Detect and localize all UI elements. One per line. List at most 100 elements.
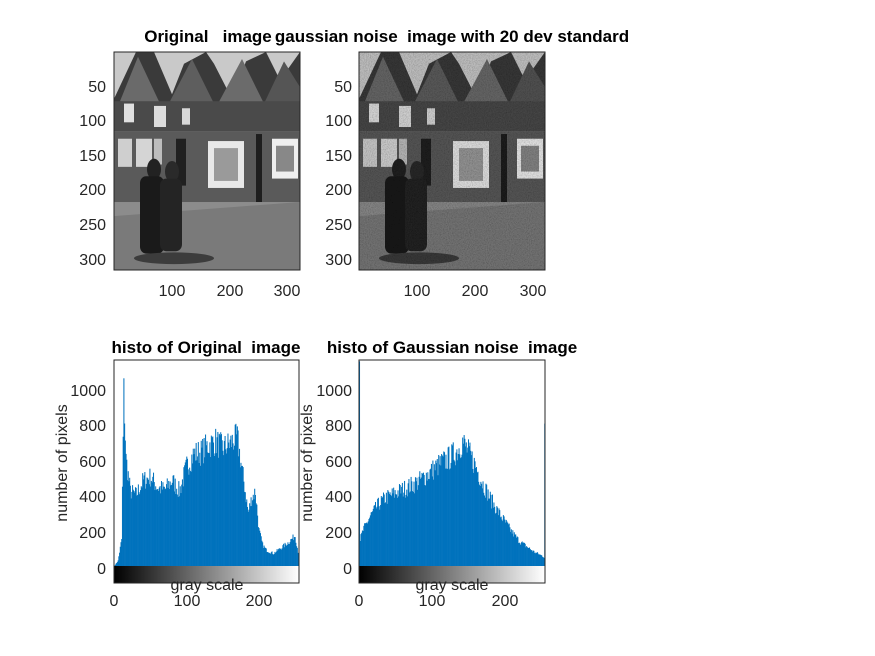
histogram-bar (276, 549, 278, 566)
histogram-bar (364, 523, 366, 566)
histogram-bar (515, 534, 517, 566)
histogram-bar (434, 470, 436, 566)
histogram-bar (114, 565, 116, 566)
histogram-bar (398, 496, 400, 566)
histogram-bar (199, 452, 201, 566)
histogram-bar (280, 548, 282, 566)
histogram-bar (191, 454, 193, 566)
histogram-bar (119, 552, 121, 566)
histogram-bar (127, 480, 129, 566)
histogram-bar (360, 534, 362, 566)
histogram-bar (372, 508, 374, 566)
histogram-bar (509, 527, 511, 566)
ytick-label: 50 (88, 79, 106, 96)
histogram-bar (159, 486, 161, 566)
ytick-label: 150 (325, 148, 352, 165)
histogram-bar (184, 465, 186, 566)
histogram-bar (468, 446, 470, 566)
subplot-histo-noise: histo of Gaussian noise image number of … (299, 338, 577, 610)
histogram-bar (487, 489, 489, 566)
histogram-bar (215, 428, 217, 566)
histogram-bar (163, 486, 165, 566)
histogram-bar (437, 475, 439, 566)
histogram-bar (389, 492, 391, 566)
histogram-bar (215, 453, 217, 566)
histogram-bar (292, 534, 294, 566)
histogram-bar (542, 557, 544, 566)
histogram-bar (386, 503, 388, 566)
histogram-bar (266, 552, 268, 566)
histogram-bar (426, 480, 428, 566)
histogram-bar (155, 486, 157, 566)
histogram-bar (382, 496, 384, 566)
histogram-bar (420, 478, 422, 566)
histogram-bar (474, 461, 476, 566)
histogram-bar (192, 463, 194, 566)
histogram-bar (378, 506, 380, 566)
histogram-bar (381, 497, 383, 566)
histogram-bar (387, 490, 389, 566)
histogram-bar (512, 530, 514, 566)
histogram-bar (168, 480, 170, 566)
histogram-bar (190, 471, 192, 566)
histogram-bar (515, 537, 517, 566)
histogram-bar (227, 433, 229, 566)
histogram-bar (142, 479, 144, 566)
histogram-bar (536, 553, 538, 566)
histogram-bar (155, 489, 157, 566)
histogram-bar (504, 519, 506, 566)
histogram-bar (371, 511, 373, 566)
original-image-yticks: 50 100 150 200 250 300 (79, 79, 106, 269)
histogram-bar (505, 522, 507, 566)
histogram-bar (148, 484, 150, 566)
histogram-bar (185, 459, 187, 566)
histogram-bar (228, 448, 230, 566)
histogram-bar (542, 557, 544, 566)
histogram-bar (220, 434, 222, 566)
histogram-bar (535, 552, 537, 566)
histogram-bar (279, 549, 281, 566)
histogram-bar (510, 529, 512, 566)
histogram-bar (391, 488, 393, 566)
histogram-bar (419, 471, 421, 566)
histogram-bar (445, 454, 447, 566)
histogram-bar (254, 494, 256, 566)
histogram-bar (189, 467, 191, 566)
histogram-bar (431, 476, 433, 566)
histogram-bar (158, 491, 160, 566)
histogram-bar (296, 546, 298, 566)
histogram-bar (425, 472, 427, 566)
histogram-bar (519, 543, 521, 566)
histo-noise-title: histo of Gaussian noise image (327, 338, 577, 357)
histogram-bar (396, 497, 398, 566)
histogram-bar (384, 503, 386, 566)
histogram-bar (511, 533, 513, 566)
histogram-bar (273, 553, 275, 566)
histogram-bar (517, 537, 519, 566)
histogram-bar (433, 479, 435, 566)
histogram-bar (117, 560, 119, 566)
ytick-label: 1000 (316, 383, 352, 400)
histo-original-yticks: 0 200 400 600 800 1000 (70, 383, 106, 578)
ytick-label: 600 (325, 454, 352, 471)
histogram-bar (283, 543, 285, 566)
histogram-bar (173, 475, 175, 566)
histogram-bar (443, 451, 445, 566)
histo-noise-yticks: 0 200 400 600 800 1000 (316, 383, 352, 578)
histogram-bar (172, 475, 174, 566)
histogram-bar (477, 471, 479, 566)
histogram-bar (176, 494, 178, 566)
histogram-bar (158, 487, 160, 566)
histogram-bar (425, 485, 427, 566)
histogram-bar (369, 515, 371, 566)
xtick-label: 200 (462, 283, 489, 300)
histogram-bar (144, 472, 146, 566)
histogram-bar (288, 544, 290, 566)
histogram-bar (359, 541, 361, 566)
histogram-bar (467, 439, 470, 566)
histogram-bar (417, 485, 419, 566)
histogram-bar (238, 456, 240, 566)
histogram-bar (392, 493, 394, 566)
histogram-bar (427, 472, 429, 566)
histogram-bar (449, 468, 451, 566)
